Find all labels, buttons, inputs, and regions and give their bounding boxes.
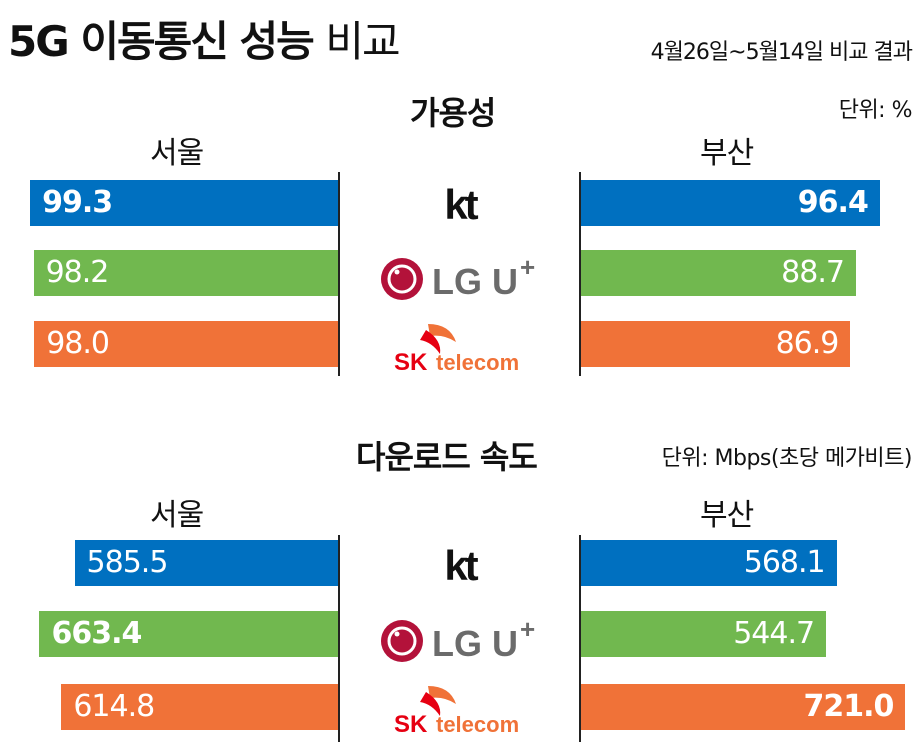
bar-seoul-sktelecom: 98.0	[34, 321, 338, 367]
lg-uplus-logo-icon: LG U +	[381, 614, 535, 664]
unit-label-download: 단위: Mbps(초당 메가비트)	[661, 446, 913, 471]
panel-label-busan-availability: 부산	[700, 136, 754, 171]
title-bold: 5G 이동통신 성능	[8, 17, 315, 66]
bar-value-label: 86.9	[775, 326, 840, 361]
lg-uplus-logo-icon: LG U +	[381, 252, 535, 302]
bar-value-label: 96.4	[797, 185, 869, 220]
svg-text:SK: SK	[394, 711, 428, 738]
bar-seoul-lgu: 98.2	[33, 250, 338, 296]
kt-logo-icon: kt	[444, 181, 481, 228]
svg-text:LG U: LG U	[432, 623, 518, 664]
page-title: 5G 이동통신 성능 비교	[8, 8, 401, 69]
kt-logo-icon: kt	[444, 542, 481, 589]
bar-busan-lgu: 88.7	[581, 250, 856, 296]
bar-seoul-kt: 585.5	[74, 540, 338, 586]
bar-seoul-sktelecom: 614.8	[61, 684, 338, 730]
bar-seoul-lgu: 663.4	[39, 611, 338, 657]
bar-value-label: 614.8	[73, 689, 155, 724]
panel-label-seoul-availability: 서울	[150, 136, 204, 171]
svg-text:kt: kt	[444, 542, 478, 589]
bar-value-label: 544.7	[733, 616, 815, 651]
svg-text:telecom: telecom	[436, 712, 519, 737]
axis-line-seoul-download	[338, 535, 340, 742]
bar-value-label: 88.7	[781, 255, 845, 290]
bar-value-label: 721.0	[803, 689, 895, 724]
sk-telecom-logo-icon: SK telecom	[394, 324, 519, 376]
panel-label-seoul-download: 서울	[150, 498, 204, 533]
svg-text:+: +	[520, 614, 535, 644]
svg-text:SK: SK	[394, 349, 428, 376]
bar-value-label: 585.5	[86, 545, 169, 580]
svg-text:telecom: telecom	[436, 350, 519, 375]
bar-busan-sktelecom: 86.9	[581, 321, 851, 367]
bar-value-label: 568.1	[743, 545, 826, 580]
period-text: 4월26일~5월14일 비교 결과	[650, 40, 913, 65]
bar-busan-kt: 568.1	[581, 540, 837, 586]
axis-line-busan-download	[579, 535, 581, 742]
chart-title-download: 다운로드 속도	[356, 438, 538, 476]
bar-busan-lgu: 544.7	[581, 611, 827, 657]
chart-title-availability: 가용성	[410, 94, 496, 132]
bar-busan-kt: 96.4	[581, 180, 880, 226]
axis-line-busan-availability	[579, 172, 581, 376]
axis-line-seoul-availability	[338, 172, 340, 376]
svg-text:+: +	[520, 252, 535, 282]
bar-value-label: 663.4	[51, 616, 142, 651]
bar-value-label: 98.2	[45, 255, 110, 290]
bar-seoul-kt: 99.3	[30, 180, 338, 226]
title-light: 비교	[325, 17, 400, 66]
bar-value-label: 98.0	[46, 326, 110, 361]
unit-label-availability: 단위: %	[838, 98, 913, 123]
bar-busan-sktelecom: 721.0	[581, 684, 906, 730]
svg-text:LG U: LG U	[432, 261, 518, 302]
sk-telecom-logo-icon: SK telecom	[394, 686, 519, 738]
bar-value-label: 99.3	[42, 185, 113, 220]
panel-label-busan-download: 부산	[700, 498, 754, 533]
svg-text:kt: kt	[444, 181, 478, 228]
